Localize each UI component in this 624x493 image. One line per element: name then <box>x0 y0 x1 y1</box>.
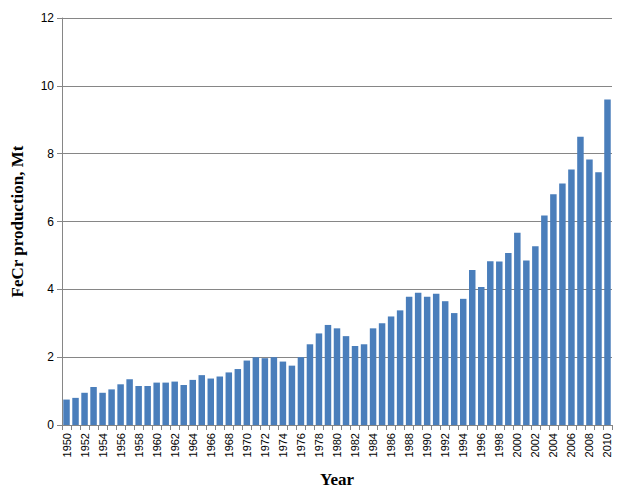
svg-text:1978: 1978 <box>313 433 325 457</box>
svg-text:2010: 2010 <box>601 433 613 457</box>
svg-text:1988: 1988 <box>403 433 415 457</box>
svg-text:2006: 2006 <box>565 433 577 457</box>
svg-text:1952: 1952 <box>79 433 91 457</box>
svg-text:1976: 1976 <box>295 433 307 457</box>
svg-text:2004: 2004 <box>547 433 559 457</box>
svg-text:1974: 1974 <box>277 433 289 457</box>
svg-text:FeCr production, Mt: FeCr production, Mt <box>8 145 27 297</box>
svg-text:1958: 1958 <box>133 433 145 457</box>
svg-text:0: 0 <box>47 418 54 432</box>
svg-text:10: 10 <box>41 79 55 93</box>
svg-text:1980: 1980 <box>331 433 343 457</box>
svg-text:1998: 1998 <box>493 433 505 457</box>
svg-text:1996: 1996 <box>475 433 487 457</box>
svg-text:1964: 1964 <box>187 433 199 457</box>
svg-text:1950: 1950 <box>61 433 73 457</box>
svg-text:12: 12 <box>41 11 55 25</box>
svg-text:1960: 1960 <box>151 433 163 457</box>
svg-text:2002: 2002 <box>529 433 541 457</box>
svg-text:1986: 1986 <box>385 433 397 457</box>
svg-text:1962: 1962 <box>169 433 181 457</box>
svg-text:1990: 1990 <box>421 433 433 457</box>
svg-text:1994: 1994 <box>457 433 469 457</box>
svg-text:1956: 1956 <box>115 433 127 457</box>
svg-text:1968: 1968 <box>223 433 235 457</box>
svg-text:1970: 1970 <box>241 433 253 457</box>
svg-text:8: 8 <box>47 147 54 161</box>
svg-text:1982: 1982 <box>349 433 361 457</box>
svg-text:4: 4 <box>47 282 54 296</box>
svg-text:2008: 2008 <box>583 433 595 457</box>
svg-text:1972: 1972 <box>259 433 271 457</box>
svg-text:1984: 1984 <box>367 433 379 457</box>
svg-text:1966: 1966 <box>205 433 217 457</box>
svg-text:1992: 1992 <box>439 433 451 457</box>
svg-text:2000: 2000 <box>511 433 523 457</box>
svg-text:1954: 1954 <box>97 433 109 457</box>
svg-text:6: 6 <box>47 215 54 229</box>
svg-text:Year: Year <box>320 470 354 489</box>
svg-text:2: 2 <box>47 350 54 364</box>
